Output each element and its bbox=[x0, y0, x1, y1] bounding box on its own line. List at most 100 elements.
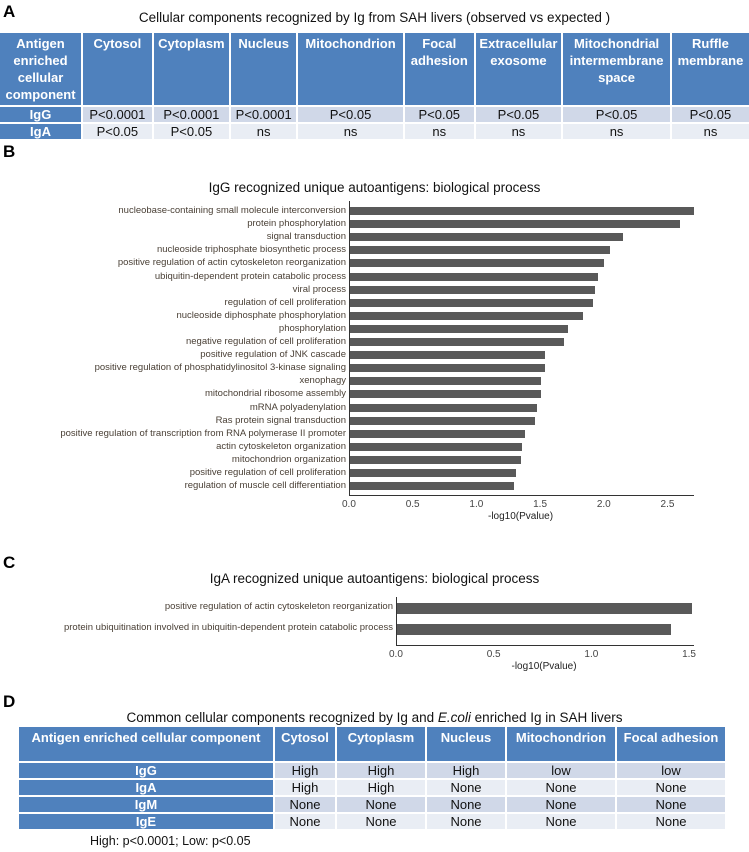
tick-label: 0.5 bbox=[486, 649, 501, 660]
category-label: ubiquitin-dependent protein catabolic pr… bbox=[154, 270, 346, 282]
table-cell: None bbox=[617, 797, 725, 812]
table-cell: ns bbox=[475, 124, 562, 139]
row-header: IgG bbox=[0, 107, 81, 122]
category-label: nucleoside diphosphate phosphorylation bbox=[176, 309, 346, 321]
column-header: Cytoplasm bbox=[337, 727, 425, 761]
table-cell: P<0.05 bbox=[83, 124, 152, 139]
chart-title: IgG recognized unique autoantigens: biol… bbox=[208, 180, 541, 195]
table-cell: None bbox=[275, 814, 335, 829]
table-cell: High bbox=[427, 763, 505, 778]
category-label: mitochondrion organization bbox=[231, 453, 346, 465]
row-header: IgE bbox=[19, 814, 273, 829]
category-label: positive regulation of JNK cascade bbox=[200, 349, 346, 361]
table-row: IgG P<0.0001 P<0.0001 P<0.0001 P<0.05 P<0.05 P… bbox=[0, 107, 749, 122]
column-header: Ruffle membrane bbox=[671, 33, 749, 105]
bar bbox=[350, 324, 568, 333]
category-label: actin cytoskeleton organization bbox=[216, 440, 346, 452]
bar bbox=[350, 272, 599, 281]
bar bbox=[350, 390, 542, 399]
bar bbox=[350, 429, 525, 438]
table-row: IgA High High None None None bbox=[19, 780, 725, 795]
column-header: Mitochondrial intermembrane space bbox=[563, 33, 670, 105]
bar bbox=[350, 482, 515, 491]
column-header: Mitochondrion bbox=[298, 33, 403, 105]
chart-title: IgA recognized unique autoantigens: biol… bbox=[209, 571, 540, 586]
table-cell: low bbox=[507, 763, 615, 778]
x-axis-label: -log10(Pvalue) bbox=[511, 661, 577, 672]
bar bbox=[350, 377, 542, 386]
bar bbox=[350, 455, 521, 464]
bar bbox=[350, 338, 565, 346]
category-label: positive regulation of transcription fro… bbox=[60, 427, 346, 439]
table-cell: P<0.0001 bbox=[83, 107, 152, 122]
table-cell: None bbox=[507, 780, 615, 795]
row-header: IgA bbox=[0, 124, 81, 139]
category-label: positive regulation of phosphatidylinosi… bbox=[94, 362, 346, 374]
table-row: IgG High High High low low bbox=[19, 763, 725, 778]
table-cell: ns bbox=[671, 124, 749, 139]
bar bbox=[350, 246, 610, 255]
bar bbox=[350, 469, 516, 477]
bar bbox=[397, 624, 671, 635]
category-label: xenophagy bbox=[299, 375, 346, 387]
table-a-title: Cellular components recognized by Ig fro… bbox=[138, 10, 611, 25]
category-label: nucleoside triphosphate biosynthetic pro… bbox=[156, 244, 346, 256]
table-cell: High bbox=[337, 763, 425, 778]
category-label: regulation of muscle cell differentiatio… bbox=[184, 480, 346, 492]
table-cell: None bbox=[427, 814, 505, 829]
title-species: E.coli bbox=[437, 710, 471, 725]
table-cell: P<0.0001 bbox=[153, 107, 230, 122]
column-header: Extracellular exosome bbox=[475, 33, 562, 105]
tick-label: 0.0 bbox=[389, 649, 403, 660]
x-axis bbox=[349, 495, 694, 497]
bar bbox=[350, 403, 538, 412]
bar bbox=[350, 259, 604, 268]
tick-label: 1.5 bbox=[682, 649, 696, 660]
table-row: IgE None None None None None bbox=[19, 814, 725, 829]
x-axis bbox=[396, 645, 694, 646]
category-label: viral process bbox=[292, 283, 346, 295]
tick-label: 1.0 bbox=[469, 499, 484, 511]
table-cell: None bbox=[507, 814, 615, 829]
category-label: signal transduction bbox=[266, 231, 346, 243]
tick-label: 1.0 bbox=[584, 649, 599, 660]
category-label: Ras protein signal transduction bbox=[215, 414, 346, 426]
category-label: phosphorylation bbox=[278, 322, 346, 334]
category-label: protein phosphorylation bbox=[247, 218, 346, 230]
column-header: Focal adhesion bbox=[617, 727, 725, 761]
x-axis-label: -log10(Pvalue) bbox=[488, 511, 554, 523]
row-header: IgA bbox=[19, 780, 273, 795]
bar bbox=[397, 603, 693, 614]
panel-label-a: A bbox=[3, 2, 16, 21]
column-header: Antigen enriched cellular component bbox=[0, 33, 81, 105]
bar bbox=[350, 364, 545, 373]
column-header: Mitochondrion bbox=[507, 727, 615, 761]
tick-label: 2.5 bbox=[660, 499, 675, 511]
table-cell: None bbox=[617, 814, 725, 829]
tick-label: 0.0 bbox=[342, 499, 356, 511]
bar bbox=[350, 298, 594, 307]
bar bbox=[350, 416, 535, 425]
y-axis bbox=[396, 597, 397, 645]
bar bbox=[350, 442, 522, 451]
bar bbox=[350, 233, 623, 242]
bar bbox=[350, 207, 694, 215]
column-header: Cytosol bbox=[83, 33, 152, 105]
tick-label: 0.5 bbox=[405, 499, 420, 511]
table-cell: None bbox=[337, 814, 425, 829]
table-cell: P<0.0001 bbox=[231, 107, 297, 122]
column-header: Nucleus bbox=[231, 33, 297, 105]
category-label: positive regulation of actin cytoskeleto… bbox=[164, 601, 393, 612]
table-row: IgM None None None None None bbox=[19, 797, 725, 812]
table-a: Antigen enriched cellular component Cytos… bbox=[0, 31, 749, 141]
category-label: positive regulation of actin cytoskeleto… bbox=[117, 257, 346, 269]
column-header: Nucleus bbox=[427, 727, 505, 761]
row-header: IgM bbox=[19, 797, 273, 812]
category-label: mRNA polyadenylation bbox=[249, 401, 346, 413]
column-header: Antigen enriched cellular component bbox=[19, 727, 273, 761]
column-header: Focal adhesion bbox=[404, 33, 474, 105]
table-cell: P<0.05 bbox=[475, 107, 562, 122]
table-cell: High bbox=[337, 780, 425, 795]
panel-label-d: D bbox=[3, 692, 16, 711]
table-cell: ns bbox=[563, 124, 670, 139]
